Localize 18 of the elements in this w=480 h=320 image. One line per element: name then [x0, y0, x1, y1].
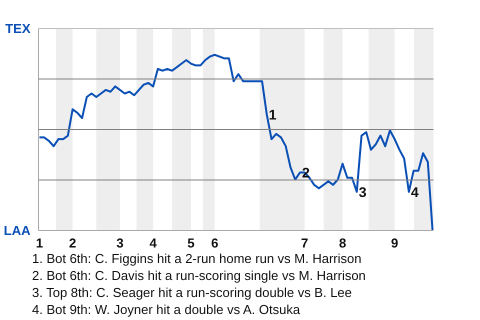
- text: 4. Bot 9th: W. Joyner hit a double vs A. Otsuka: [32, 301, 302, 318]
- text: 3. Top 8th: C. Seager hit a run-scoring double vs B. Lee: [32, 284, 353, 301]
- x-tick-label: 2: [68, 236, 76, 250]
- text: TEX: [5, 21, 31, 36]
- x-tick-label: 1: [36, 236, 44, 250]
- annotation: 4: [410, 184, 419, 200]
- x-tick-label: 5: [187, 236, 195, 250]
- x-tick-label: 3: [116, 236, 124, 250]
- x-tick-label: 4: [150, 236, 158, 250]
- x-tick-label: 9: [391, 236, 398, 250]
- text: LAA: [4, 223, 32, 238]
- x-tick-label: 6: [211, 236, 218, 250]
- text: 1. Bot 6th: C. Figgins hit a 2-run home run vs M. Harrison: [32, 250, 362, 267]
- x-tick-label: 8: [338, 236, 346, 250]
- annotation: 3: [358, 184, 367, 200]
- text: 2. Bot 6th: C. Davis hit a run-scoring single vs M. Harrison: [32, 267, 366, 284]
- x-tick-label: 7: [301, 236, 308, 250]
- annotation: 1: [268, 106, 277, 123]
